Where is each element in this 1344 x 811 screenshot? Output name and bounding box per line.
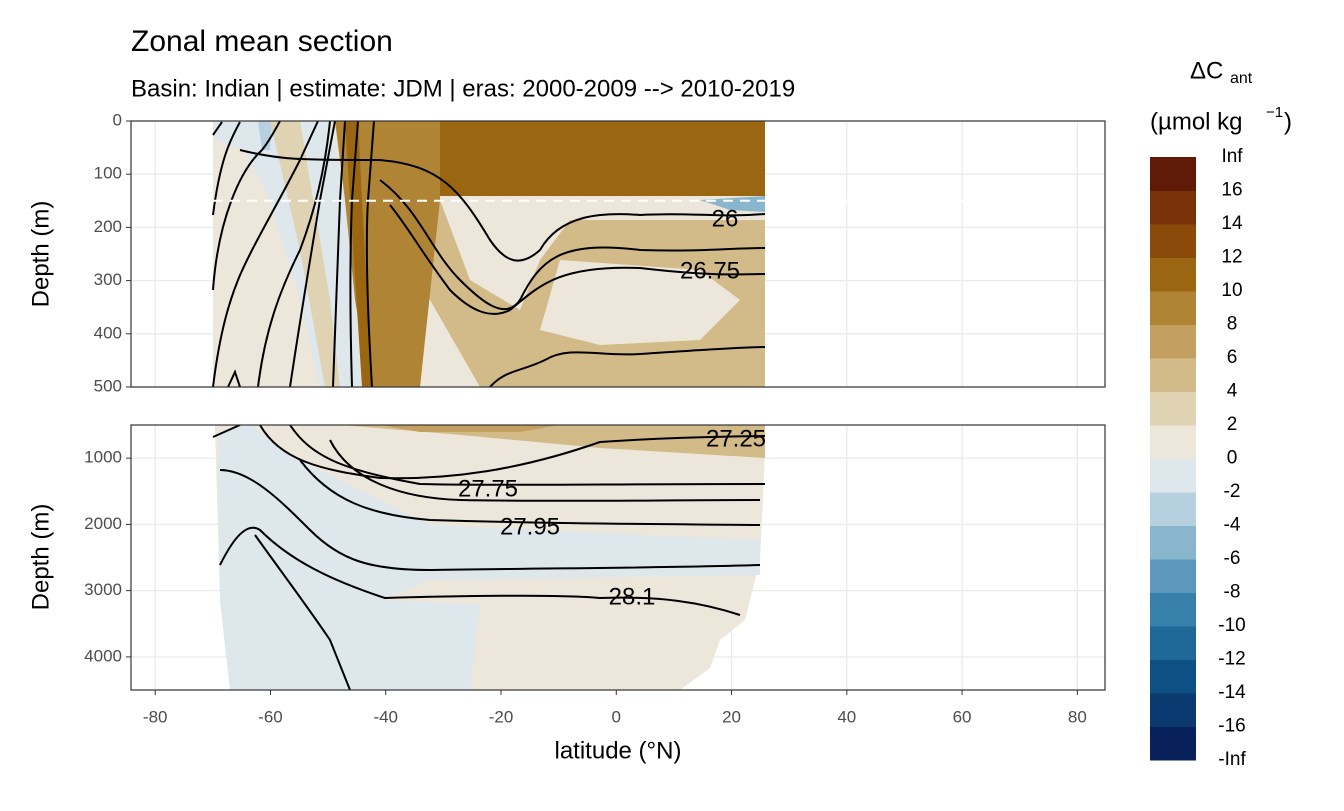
legend-label: -4 (1224, 515, 1241, 536)
legend-title: ) (1284, 108, 1292, 135)
legend-swatch (1150, 525, 1196, 560)
legend-swatch (1150, 257, 1196, 292)
legend-swatch (1150, 391, 1196, 426)
legend-swatch (1150, 157, 1196, 191)
legend-label: -8 (1224, 582, 1241, 603)
y-tick-label: 0 (113, 110, 122, 129)
x-axis-title: latitude (°N) (555, 737, 682, 764)
legend-swatch (1150, 458, 1196, 493)
legend-label: -16 (1218, 716, 1245, 737)
x-tick-label: 40 (837, 707, 856, 726)
legend-label: 14 (1221, 213, 1243, 234)
panel-border (130, 424, 1106, 691)
y-tick-label: 500 (94, 376, 122, 395)
y-tick-label: 2000 (84, 514, 122, 533)
legend-label: 6 (1227, 347, 1238, 368)
legend-label: 12 (1221, 247, 1242, 268)
contour-label: 27.25 (706, 425, 766, 452)
legend-swatch (1150, 291, 1196, 325)
legend-title: ΔC (1190, 57, 1223, 84)
contour-label: 28.1 (609, 583, 656, 610)
contour-label: 26.75 (680, 257, 740, 284)
legend-label: -10 (1218, 615, 1245, 636)
legend-swatch (1150, 492, 1196, 526)
contour-lines (212, 121, 1105, 387)
y-tick-label: 4000 (84, 646, 122, 665)
legend-swatch (1150, 626, 1196, 660)
legend: ΔC ant (µmol kg −1 ) (1150, 57, 1292, 135)
y-tick-label: 300 (94, 270, 122, 289)
x-tick-label: 0 (612, 707, 621, 726)
x-tick-label: -60 (258, 707, 283, 726)
legend-label: 10 (1221, 280, 1242, 301)
x-tick-label: -40 (373, 707, 398, 726)
legend-swatch (1150, 425, 1196, 459)
contour-fill (215, 425, 765, 690)
legend-label: 4 (1227, 381, 1238, 402)
legend-label: 16 (1221, 180, 1242, 201)
legend-swatch (1150, 659, 1196, 694)
legend-title: ant (1230, 70, 1253, 87)
x-tick-label: -20 (489, 707, 514, 726)
contour-fill (213, 121, 765, 387)
y-axis-title: Depth (m) (27, 201, 54, 308)
legend-swatch (1150, 358, 1196, 392)
legend-label: -Inf (1218, 749, 1246, 770)
y-tick-label: 1000 (84, 448, 122, 467)
legend-swatch (1150, 324, 1196, 359)
y-tick-label: 400 (94, 323, 122, 342)
legend-label: -6 (1224, 548, 1241, 569)
x-tick-label: 60 (953, 707, 972, 726)
y-tick-label: 200 (94, 217, 122, 236)
contour-label: 27.75 (458, 475, 518, 502)
legend-swatch (1150, 726, 1196, 761)
x-tick-label: 20 (722, 707, 741, 726)
legend-label: 2 (1227, 414, 1238, 435)
chart-title: Zonal mean section (131, 25, 393, 58)
legend-label: -14 (1218, 682, 1246, 703)
legend-label: 0 (1227, 448, 1238, 469)
contour-label: 27.95 (500, 513, 560, 540)
x-tick-label: -80 (143, 707, 168, 726)
legend-label: -2 (1224, 481, 1241, 502)
contour-lines (212, 425, 766, 690)
legend-label: -12 (1218, 649, 1245, 670)
legend-title: (µmol kg (1150, 108, 1243, 135)
legend-swatch (1150, 190, 1196, 225)
legend-label: Inf (1221, 146, 1243, 167)
legend-swatch (1150, 592, 1196, 627)
legend-swatch (1150, 559, 1196, 593)
y-tick-label: 3000 (84, 580, 122, 599)
legend-title: −1 (1266, 104, 1283, 121)
y-axis-title: Depth (m) (27, 504, 54, 611)
contour-label: 26 (712, 205, 739, 232)
legend-label: 8 (1227, 314, 1238, 335)
legend-swatch (1150, 693, 1196, 727)
panel-border (130, 120, 1106, 388)
x-tick-label: 80 (1068, 707, 1087, 726)
legend-swatch (1150, 224, 1196, 258)
y-tick-label: 100 (94, 164, 122, 183)
chart-subtitle: Basin: Indian | estimate: JDM | eras: 20… (131, 75, 795, 102)
